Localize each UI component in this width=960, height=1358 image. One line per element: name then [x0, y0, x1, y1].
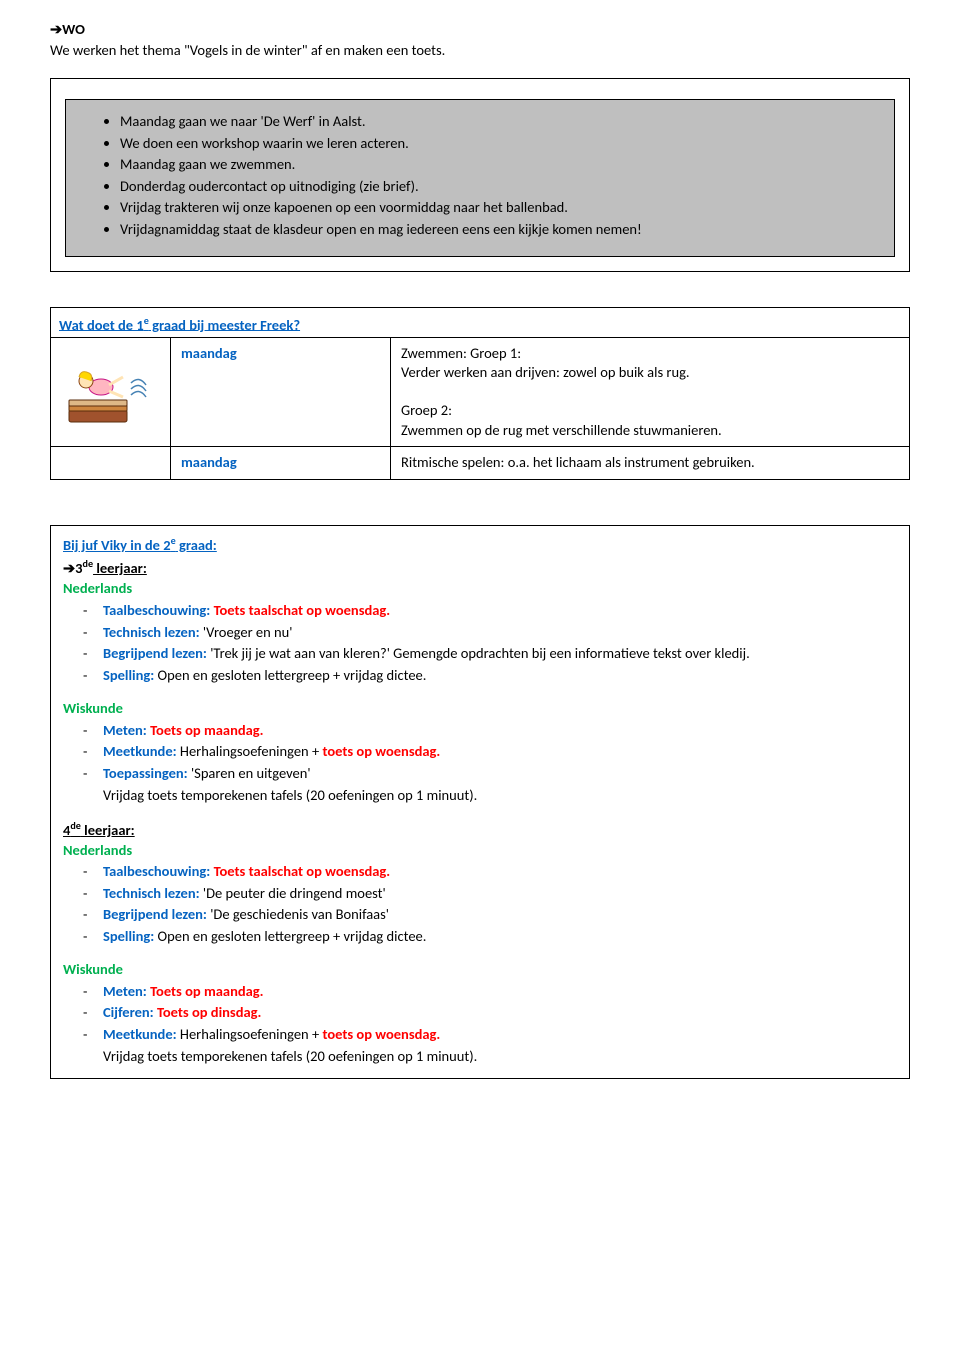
nederlands-label: Nederlands [63, 579, 897, 599]
freek-desc-cell: Zwemmen: Groep 1: Verder werken aan drij… [391, 338, 909, 446]
list-item: Begrijpend lezen: 'De geschiedenis van B… [103, 905, 897, 925]
list-plain-line: Vrijdag toets temporekenen tafels (20 oe… [63, 1047, 897, 1067]
announcement-item: Donderdag oudercontact op uitnodiging (z… [120, 177, 880, 197]
list-item: Begrijpend lezen: 'Trek jij je wat aan v… [103, 644, 897, 664]
list-item: Taalbeschouwing: Toets taalschat op woen… [103, 601, 897, 621]
announcement-item: Vrijdagnamiddag staat de klasdeur open e… [120, 220, 880, 240]
freek-row-2: maandag Ritmische spelen: o.a. het licha… [51, 446, 909, 479]
nederlands-label: Nederlands [63, 841, 897, 861]
wo-section: ➔WO We werken het thema "Vogels in de wi… [50, 20, 910, 60]
freek-desc-line: Ritmische spelen: o.a. het lichaam als i… [401, 453, 899, 473]
list-item: Meten: Toets op maandag. [103, 721, 897, 741]
wo-text: We werken het thema "Vogels in de winter… [50, 41, 910, 61]
wiskunde-label: Wiskunde [63, 699, 897, 719]
announcement-item: Maandag gaan we zwemmen. [120, 155, 880, 175]
viky-title: Bij juf Viky in de 2e graad: [63, 534, 897, 555]
list-item: Technisch lezen: 'Vroeger en nu' [103, 623, 897, 643]
freek-day-cell: maandag [171, 447, 391, 479]
swimmer-icon [61, 355, 161, 430]
list-plain-line: Vrijdag toets temporekenen tafels (20 oe… [63, 786, 897, 806]
list-item: Meten: Toets op maandag. [103, 982, 897, 1002]
leerjaar4-wiskunde-list: Meten: Toets op maandag. Cijferen: Toets… [63, 982, 897, 1045]
list-item: Toepassingen: 'Sparen en uitgeven' [103, 764, 897, 784]
wiskunde-label: Wiskunde [63, 960, 897, 980]
leerjaar4-nederlands-list: Taalbeschouwing: Toets taalschat op woen… [63, 862, 897, 946]
freek-desc-line: Zwemmen op de rug met verschillende stuw… [401, 421, 899, 441]
announcement-gray-box: Maandag gaan we naar 'De Werf' in Aalst.… [65, 99, 895, 256]
wo-heading: ➔WO [50, 20, 910, 41]
list-item: Spelling: Open en gesloten lettergreep +… [103, 927, 897, 947]
announcement-item: We doen een workshop waarin we leren act… [120, 134, 880, 154]
freek-desc-line: Groep 2: [401, 401, 899, 421]
freek-empty-image-cell [51, 447, 171, 479]
list-item: Spelling: Open en gesloten lettergreep +… [103, 666, 897, 686]
freek-desc-cell: Ritmische spelen: o.a. het lichaam als i… [391, 447, 909, 479]
list-item: Cijferen: Toets op dinsdag. [103, 1003, 897, 1023]
freek-day-label: maandag [181, 344, 237, 362]
list-item: Meetkunde: Herhalingsoefeningen + toets … [103, 1025, 897, 1045]
freek-desc-line: Zwemmen: Groep 1: [401, 344, 899, 364]
leerjaar3-wiskunde-list: Meten: Toets op maandag. Meetkunde: Herh… [63, 721, 897, 784]
freek-desc-line: Verder werken aan drijven: zowel op buik… [401, 363, 899, 383]
leerjaar3-heading: ➔3de leerjaar: [63, 557, 897, 579]
freek-row-1: maandag Zwemmen: Groep 1: Verder werken … [51, 337, 909, 446]
announcement-item: Vrijdag trakteren wij onze kapoenen op e… [120, 198, 880, 218]
freek-title: Wat doet de 1e graad bij meester Freek? [51, 308, 909, 337]
freek-day-label: maandag [181, 453, 237, 471]
list-item: Taalbeschouwing: Toets taalschat op woen… [103, 862, 897, 882]
list-item: Technisch lezen: 'De peuter die dringend… [103, 884, 897, 904]
leerjaar3-nederlands-list: Taalbeschouwing: Toets taalschat op woen… [63, 601, 897, 685]
freek-day-cell: maandag [171, 338, 391, 446]
list-item: Meetkunde: Herhalingsoefeningen + toets … [103, 742, 897, 762]
announcement-list: Maandag gaan we naar 'De Werf' in Aalst.… [80, 112, 880, 239]
leerjaar4-heading: 4de leerjaar: [63, 819, 897, 840]
freek-box: Wat doet de 1e graad bij meester Freek? … [50, 307, 910, 480]
viky-box: Bij juf Viky in de 2e graad: ➔3de leerja… [50, 525, 910, 1079]
announcement-item: Maandag gaan we naar 'De Werf' in Aalst. [120, 112, 880, 132]
swimmer-image-cell [51, 338, 171, 446]
announcement-outer-box: Maandag gaan we naar 'De Werf' in Aalst.… [50, 78, 910, 271]
